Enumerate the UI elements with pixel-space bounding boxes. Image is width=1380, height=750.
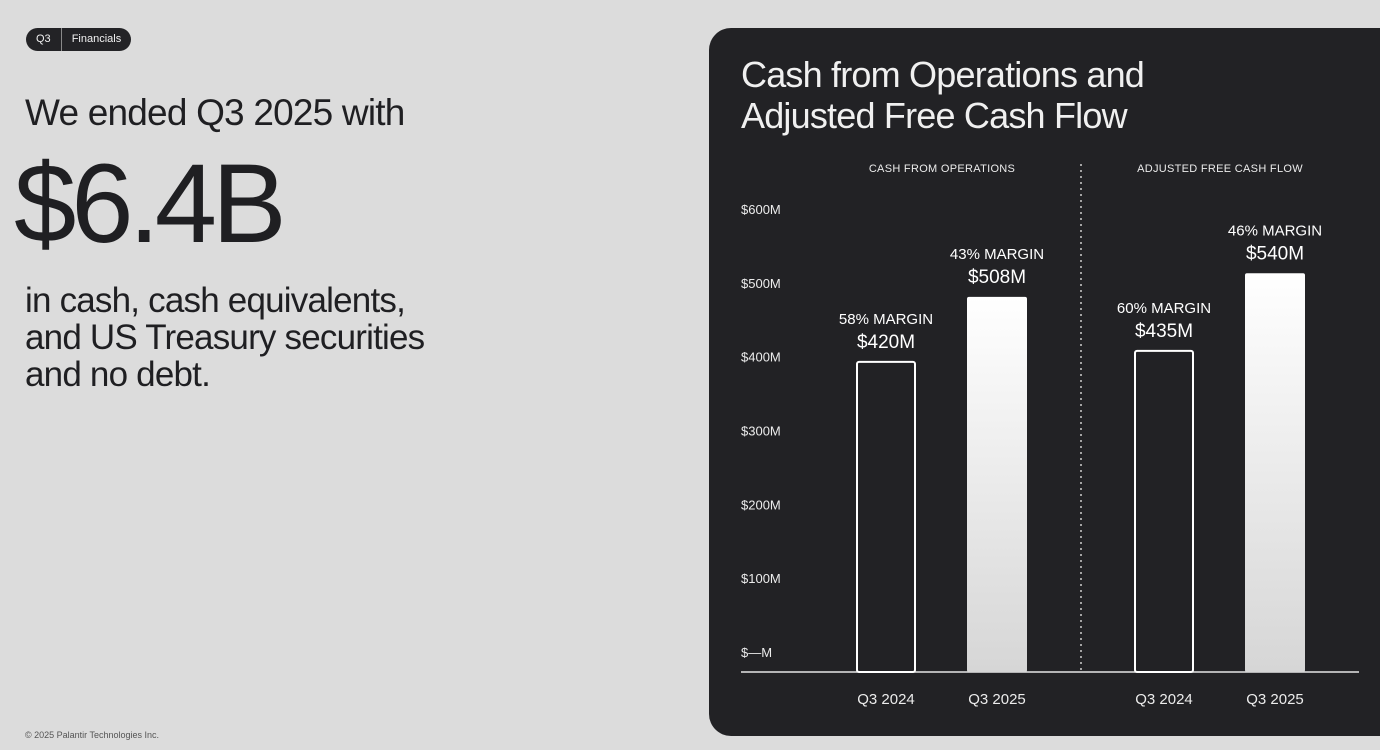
data-label: $508M xyxy=(968,267,1026,288)
panel-label: ADJUSTED FREE CASH FLOW xyxy=(1137,163,1303,175)
y-tick-label: $200M xyxy=(741,497,781,512)
margin-label: 58% MARGIN xyxy=(839,311,933,328)
tag-quarter: Q3 xyxy=(36,33,51,45)
x-tick-label: Q3 2025 xyxy=(1246,691,1304,708)
description-line: and no debt. xyxy=(25,355,211,394)
y-tick-label: $600M xyxy=(741,202,781,217)
y-tick-label: $500M xyxy=(741,276,781,291)
chart-title-line: Cash from Operations and xyxy=(741,54,1145,95)
bar xyxy=(967,296,1027,672)
headline: We ended Q3 2025 with xyxy=(25,92,405,133)
data-label: $420M xyxy=(857,332,915,353)
y-tick-label: $400M xyxy=(741,350,781,365)
bar xyxy=(856,360,916,673)
y-tick-label: $100M xyxy=(741,571,781,586)
y-tick-label: $—M xyxy=(741,645,772,660)
description: in cash, cash equivalents, and US Treasu… xyxy=(25,282,495,393)
margin-label: 60% MARGIN xyxy=(1117,300,1211,317)
description-line: in cash, cash equivalents, xyxy=(25,281,406,320)
section-tag: Q3 Financials xyxy=(26,28,132,51)
x-tick-label: Q3 2025 xyxy=(968,691,1026,708)
copyright-footer: © 2025 Palantir Technologies Inc. xyxy=(25,730,160,740)
big-number: $6.4B xyxy=(14,141,287,266)
bar xyxy=(1134,349,1194,673)
margin-label: 46% MARGIN xyxy=(1228,222,1322,239)
tag-divider xyxy=(60,28,62,51)
chart-title-line: Adjusted Free Cash Flow xyxy=(741,95,1128,136)
chart-title: Cash from Operations and Adjusted Free C… xyxy=(741,54,1301,136)
data-label: $540M xyxy=(1246,243,1304,264)
x-tick-label: Q3 2024 xyxy=(857,691,915,708)
bar-chart: $600M $500M $400M $300M $200M $100M $—M CASH FR… xyxy=(741,163,1359,708)
x-tick-label: Q3 2024 xyxy=(1135,691,1193,708)
tag-section: Financials xyxy=(71,33,122,45)
description-line: and US Treasury securities xyxy=(25,318,425,357)
margin-label: 43% MARGIN xyxy=(950,246,1044,263)
y-tick-label: $300M xyxy=(741,424,781,439)
panel-label: CASH FROM OPERATIONS xyxy=(869,163,1015,175)
bar xyxy=(1245,273,1305,672)
data-label: $435M xyxy=(1135,321,1193,342)
